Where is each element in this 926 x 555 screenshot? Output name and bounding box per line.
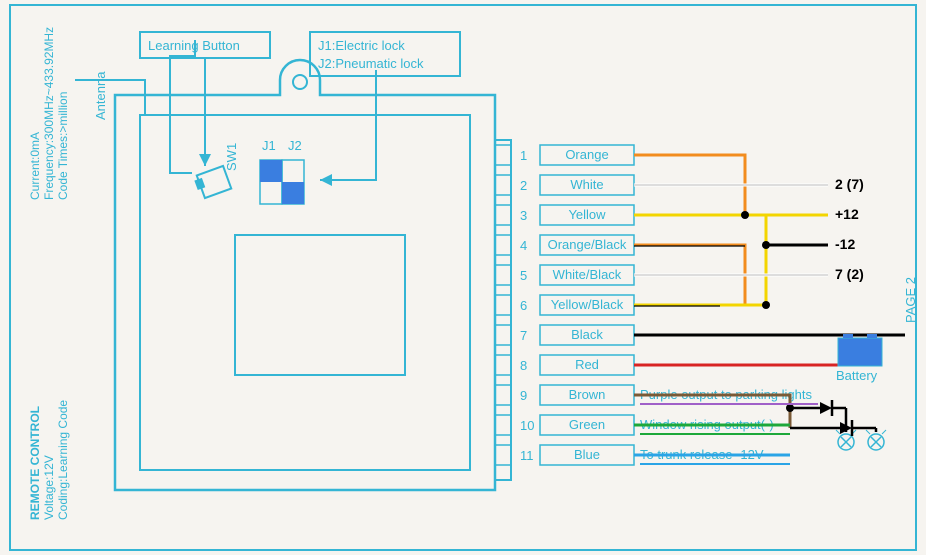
pin-right-label: 2 (7) <box>835 176 864 192</box>
pin-label: Brown <box>569 387 606 402</box>
pin-label: Orange <box>565 147 608 162</box>
pin-number: 9 <box>520 388 527 403</box>
wire <box>634 338 846 365</box>
j2-label: J2 <box>288 138 302 153</box>
pin-number: 5 <box>520 268 527 283</box>
pin-label: Green <box>569 417 605 432</box>
remote-control-title: REMOTE CONTROL <box>28 406 42 520</box>
pin-right-label: -12 <box>835 236 855 252</box>
jumper-block <box>260 160 304 204</box>
jumper-arrow <box>320 70 376 180</box>
battery-label: Battery <box>836 368 878 383</box>
spec-frequency: Frequency:300MHz~433.92MHz <box>42 27 56 200</box>
antenna-label: Antenna <box>93 71 108 120</box>
sw1-label: SW1 <box>224 143 239 171</box>
pin-number: 7 <box>520 328 527 343</box>
pcb-outline <box>140 115 470 470</box>
learning-arrow <box>170 40 195 173</box>
pin-number: 3 <box>520 208 527 223</box>
spec-coding: Coding:Learning Code <box>56 400 70 520</box>
pin-label: Orange/Black <box>548 237 627 252</box>
battery: Battery <box>836 334 882 383</box>
junction-dot <box>762 241 770 249</box>
pin-label: White <box>570 177 603 192</box>
spec-current: Current:0mA <box>28 132 42 200</box>
pin-number: 6 <box>520 298 527 313</box>
spec-voltage: Voltage:12V <box>42 455 56 520</box>
j1-label: J1 <box>262 138 276 153</box>
pin-number: 11 <box>520 448 534 463</box>
jumper-note-1: J1:Electric lock <box>318 38 405 53</box>
chip-outline <box>235 235 405 375</box>
pin-label: Yellow/Black <box>551 297 624 312</box>
wiring-diagram: PAGE 2 SW1 J1 J2 Learning <box>0 0 926 555</box>
learning-button-label: Learning Button <box>148 38 240 53</box>
junction-dot <box>741 211 749 219</box>
pin-number: 2 <box>520 178 527 193</box>
pin-label: Yellow <box>568 207 606 222</box>
pin-number: 8 <box>520 358 527 373</box>
pin-number: 4 <box>520 238 527 253</box>
antenna-wire <box>75 80 145 115</box>
junction-dot <box>762 301 770 309</box>
jumper-note-2: J2:Pneumatic lock <box>318 56 424 71</box>
diode-2 <box>790 420 876 436</box>
pin-right-label: 7 (2) <box>835 266 864 282</box>
pin-label: Black <box>571 327 603 342</box>
connector-block <box>495 140 511 480</box>
pin-label: Red <box>575 357 599 372</box>
pin-number: 10 <box>520 418 534 433</box>
module: SW1 J1 J2 <box>115 40 495 490</box>
pin-label: White/Black <box>553 267 622 282</box>
pin-label: Blue <box>574 447 600 462</box>
page-label: PAGE 2 <box>903 277 918 323</box>
pin-right-label: +12 <box>835 206 859 222</box>
spec-codetimes: Code Times:>million <box>56 92 70 200</box>
pin-number: 1 <box>520 148 527 163</box>
